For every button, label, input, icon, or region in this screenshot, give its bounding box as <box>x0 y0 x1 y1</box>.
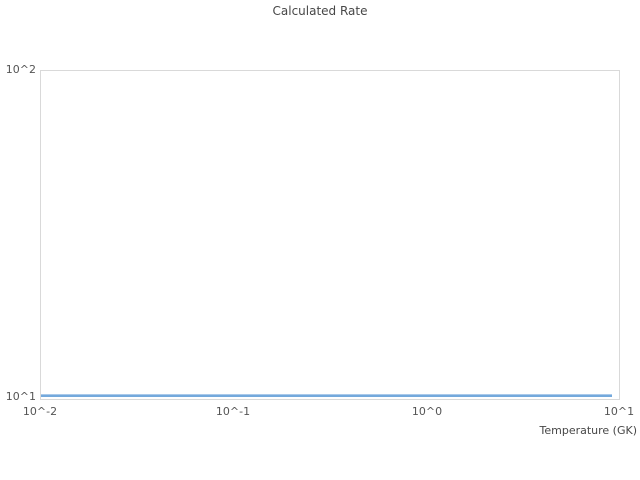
x-axis-tick-1: 10^0 <box>411 405 443 418</box>
x-axis-tick-10: 10^1 <box>603 405 635 418</box>
chart-title: Calculated Rate <box>272 4 368 18</box>
rate-line-series <box>41 394 612 397</box>
x-axis-label: Temperature (GK) <box>539 424 638 437</box>
y-axis-tick-100: 10^2 <box>5 63 36 76</box>
y-axis-tick-10: 10^1 <box>5 390 36 403</box>
x-axis-tick-0p01: 10^-2 <box>22 405 58 418</box>
plot-area <box>40 70 620 400</box>
x-axis-tick-0p1: 10^-1 <box>215 405 251 418</box>
